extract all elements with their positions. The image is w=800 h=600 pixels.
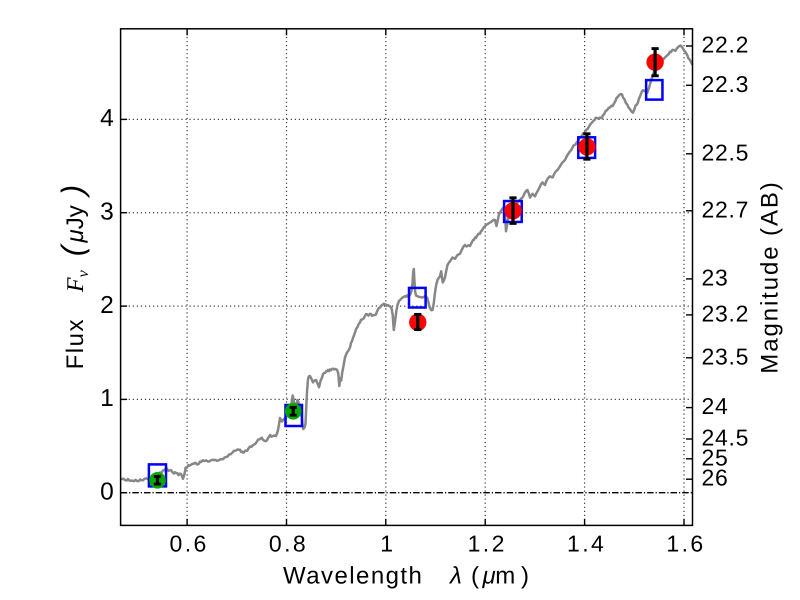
svg-text:1: 1 <box>380 530 395 556</box>
svg-text:23.2: 23.2 <box>702 300 750 326</box>
svg-text:0.6: 0.6 <box>170 530 209 556</box>
svg-text:22.5: 22.5 <box>702 139 750 165</box>
svg-text:1.2: 1.2 <box>468 530 507 556</box>
svg-text:Magnitude (AB): Magnitude (AB) <box>757 180 784 373</box>
svg-text:23.5: 23.5 <box>702 343 750 369</box>
svg-text:1: 1 <box>100 385 114 412</box>
svg-text:23: 23 <box>702 264 729 290</box>
svg-text:26: 26 <box>702 465 729 491</box>
svg-text:μ: μ <box>482 562 496 589</box>
svg-text:m: m <box>495 562 515 589</box>
svg-text:2: 2 <box>100 292 114 319</box>
svg-text:25: 25 <box>702 444 729 470</box>
svg-text:22.3: 22.3 <box>702 71 750 97</box>
svg-text:24: 24 <box>702 393 729 419</box>
svg-text:Wavelength: Wavelength <box>283 562 423 589</box>
svg-text:22.2: 22.2 <box>702 32 750 58</box>
svg-text:λ: λ <box>448 562 462 589</box>
svg-text:22.7: 22.7 <box>702 196 750 222</box>
svg-text:): ) <box>521 562 529 589</box>
svg-text:1.6: 1.6 <box>666 530 705 556</box>
svg-text:0.8: 0.8 <box>269 530 308 556</box>
svg-text:0: 0 <box>100 479 114 506</box>
svg-text:3: 3 <box>100 199 114 226</box>
svg-text:(: ( <box>471 562 479 589</box>
svg-text:24.5: 24.5 <box>702 425 750 451</box>
svg-text:1.4: 1.4 <box>567 530 606 556</box>
svg-text:4: 4 <box>100 105 114 132</box>
svg-text:FluxFν(μJy): FluxFν(μJy) <box>55 185 92 369</box>
